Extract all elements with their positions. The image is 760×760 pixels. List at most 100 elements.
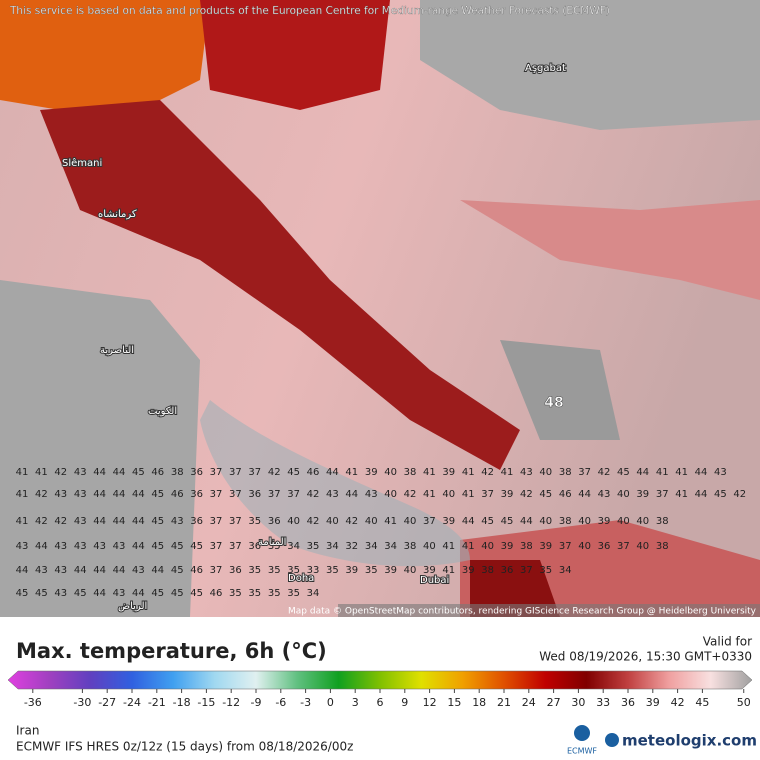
grid-value: 43 [16, 541, 29, 552]
grid-value: 37 [210, 489, 223, 500]
colorbar-label: 24 [522, 696, 536, 709]
grid-value: 44 [93, 565, 106, 576]
colorbar-label: 0 [327, 696, 334, 709]
colorbar-label: -12 [222, 696, 240, 709]
grid-value: 36 [598, 541, 611, 552]
grid-value: 35 [268, 565, 281, 576]
grid-value: 32 [345, 541, 358, 552]
grid-value: 34 [307, 588, 320, 599]
grid-value: 44 [93, 588, 106, 599]
grid-value: 42 [481, 467, 494, 478]
grid-value: 37 [559, 541, 572, 552]
grid-value: 40 [617, 489, 630, 500]
grid-value: 34 [559, 565, 572, 576]
grid-value: 43 [74, 467, 87, 478]
grid-value: 37 [656, 489, 669, 500]
grid-value: 45 [190, 541, 203, 552]
grid-value: 43 [113, 588, 126, 599]
grid-value: 37 [229, 467, 242, 478]
grid-value: 43 [714, 467, 727, 478]
brand-logo[interactable] [605, 733, 619, 747]
grid-value: 43 [54, 565, 67, 576]
grid-value: 44 [93, 516, 106, 527]
grid-value: 45 [481, 516, 494, 527]
grid-value: 37 [268, 489, 281, 500]
colorbar-label: -18 [173, 696, 191, 709]
colorbar-label: -27 [98, 696, 116, 709]
grid-value: 44 [113, 489, 126, 500]
grid-value: 45 [151, 516, 164, 527]
grid-value: 44 [93, 467, 106, 478]
grid-value: 45 [16, 588, 29, 599]
grid-value: 44 [695, 467, 708, 478]
colorbar-label: 39 [646, 696, 660, 709]
brand[interactable]: meteologix.com [622, 732, 757, 750]
grid-value: 44 [695, 489, 708, 500]
grid-value: 46 [151, 467, 164, 478]
grid-value: 40 [481, 541, 494, 552]
grid-value: 41 [656, 467, 669, 478]
city-label: المنامة [258, 537, 286, 548]
city-label: Slêmani [62, 157, 102, 169]
notice: This service is based on data and produc… [9, 5, 610, 17]
grid-value: 40 [539, 467, 552, 478]
grid-value: 35 [248, 516, 261, 527]
grid-value: 45 [190, 588, 203, 599]
grid-value: 45 [151, 541, 164, 552]
warm-region [460, 200, 760, 300]
grid-value: 37 [210, 516, 223, 527]
ecmwf-label: ECMWF [567, 747, 597, 756]
grid-value: 39 [365, 467, 378, 478]
grid-value: 46 [190, 565, 203, 576]
grid-value: 35 [268, 541, 281, 552]
colorbar-label: -6 [275, 696, 286, 709]
grid-value: 35 [248, 588, 261, 599]
grid-value: 39 [462, 565, 475, 576]
grid-value: 43 [74, 541, 87, 552]
grid-value: 44 [74, 565, 87, 576]
grid-value: 37 [481, 489, 494, 500]
grid-value: 40 [578, 516, 591, 527]
grid-value: 39 [345, 565, 358, 576]
grid-value: 40 [287, 516, 300, 527]
grid-value: 41 [423, 489, 436, 500]
grid-value: 37 [210, 565, 223, 576]
grid-value: 40 [442, 489, 455, 500]
grid-value: 41 [384, 516, 397, 527]
grid-value: 45 [617, 467, 630, 478]
city-label: الرياض [118, 601, 147, 612]
grid-value: 40 [617, 516, 630, 527]
grid-value: 33 [307, 565, 320, 576]
grid-value: 37 [520, 565, 533, 576]
grid-value: 42 [54, 467, 67, 478]
grid-value: 42 [345, 516, 358, 527]
grid-value: 44 [132, 588, 145, 599]
grid-value: 40 [404, 516, 417, 527]
colorbar-label: -3 [300, 696, 311, 709]
grid-value: 41 [675, 467, 688, 478]
grid-value: 34 [384, 541, 397, 552]
grid-value: 34 [287, 541, 300, 552]
grid-value: 45 [171, 588, 184, 599]
grid-value: 45 [171, 541, 184, 552]
grid-value: 38 [559, 467, 572, 478]
grid-value: 35 [248, 565, 261, 576]
grid-value: 41 [462, 489, 475, 500]
grid-value: 41 [462, 541, 475, 552]
grid-value: 35 [539, 565, 552, 576]
colorbar-label: -9 [251, 696, 262, 709]
grid-value: 42 [307, 516, 320, 527]
grid-value: 44 [35, 541, 48, 552]
grid-value: 45 [151, 489, 164, 500]
grid-value: 37 [210, 467, 223, 478]
grid-value: 44 [113, 516, 126, 527]
city-label: Doha [288, 573, 314, 584]
grid-value: 41 [501, 467, 514, 478]
grid-value: 36 [190, 489, 203, 500]
colorbar-label: 18 [472, 696, 486, 709]
colorbar-label: -24 [123, 696, 141, 709]
grid-value: 43 [598, 489, 611, 500]
grid-value: 40 [384, 489, 397, 500]
grid-value: 41 [423, 467, 436, 478]
